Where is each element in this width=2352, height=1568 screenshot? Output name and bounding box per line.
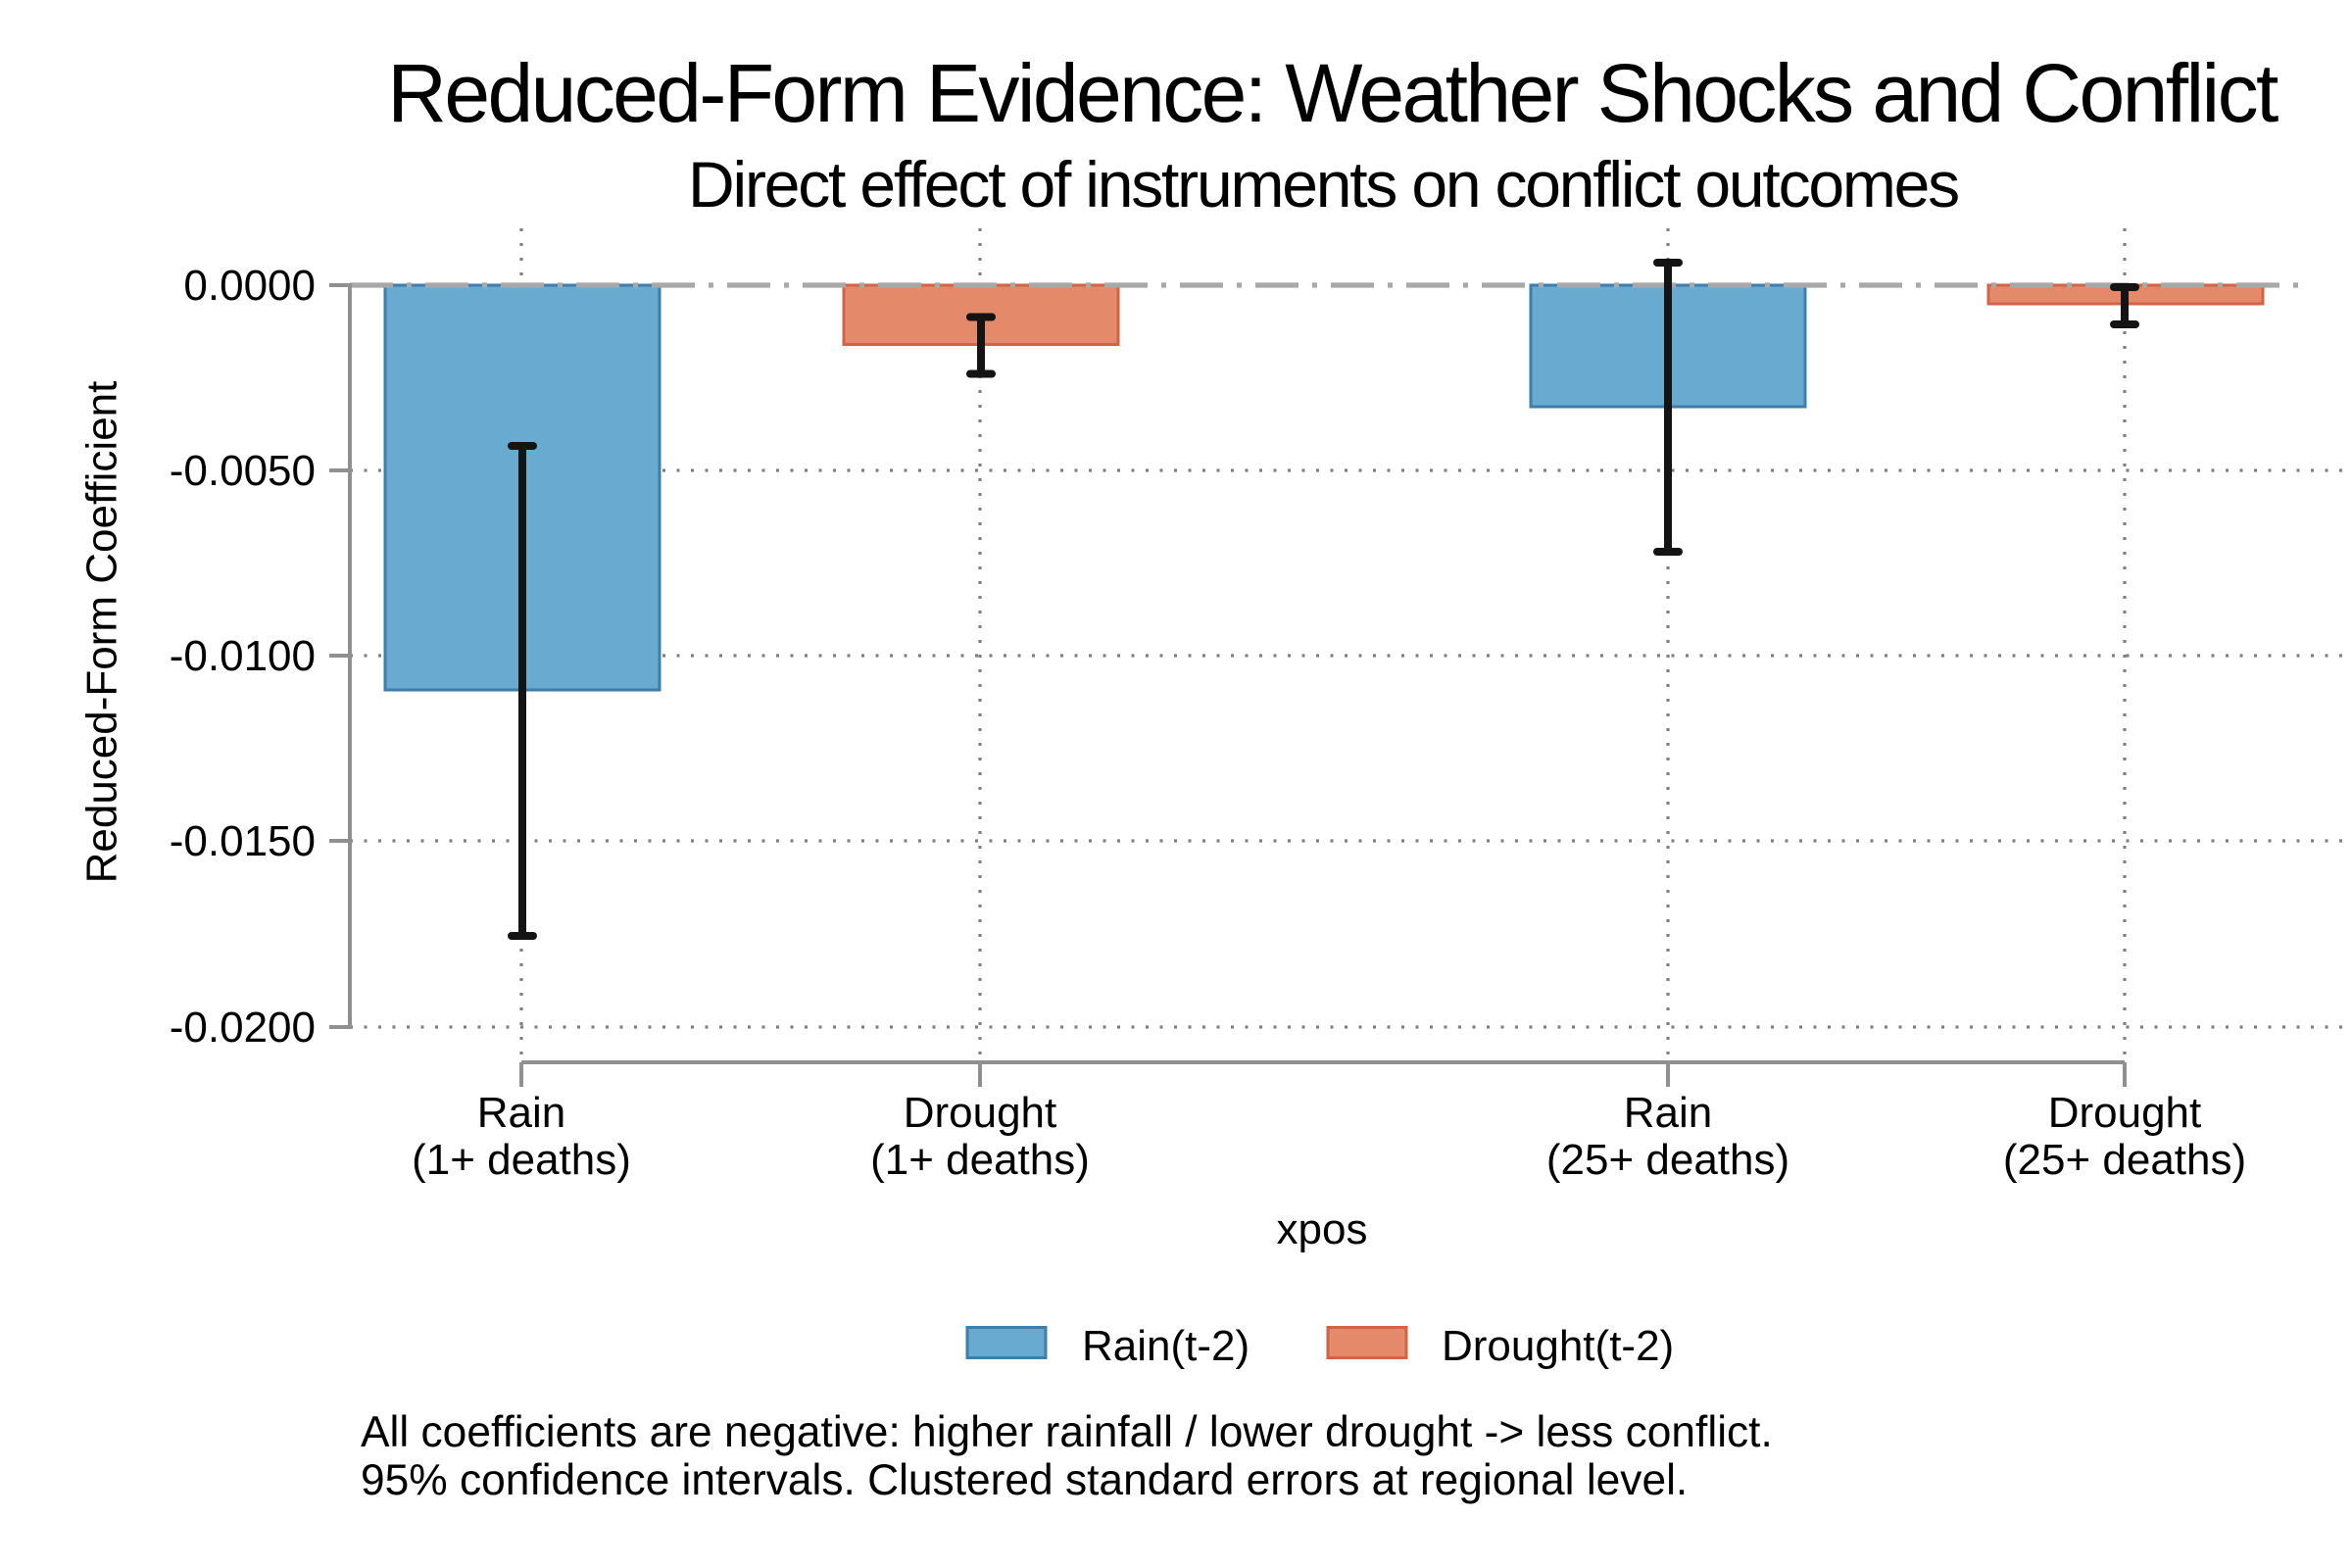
svg-text:(1+ deaths): (1+ deaths) [870, 1136, 1090, 1184]
svg-text:Rain: Rain [477, 1089, 566, 1137]
svg-text:Drought: Drought [2048, 1089, 2202, 1137]
svg-text:Reduced-Form Evidence: Weather: Reduced-Form Evidence: Weather Shocks an… [387, 47, 2278, 139]
svg-text:(25+ deaths): (25+ deaths) [2003, 1136, 2246, 1184]
svg-text:(1+ deaths): (1+ deaths) [412, 1136, 631, 1184]
svg-text:Rain: Rain [1624, 1089, 1713, 1137]
svg-text:-0.0200: -0.0200 [170, 1004, 316, 1052]
svg-text:-0.0100: -0.0100 [170, 632, 316, 680]
svg-text:Reduced-Form Coefficient: Reduced-Form Coefficient [78, 381, 126, 884]
svg-text:Direct effect of instruments o: Direct effect of instruments on conflict… [688, 148, 1958, 220]
svg-text:Rain(t-2): Rain(t-2) [1082, 1322, 1250, 1370]
svg-text:95% confidence intervals. Clus: 95% confidence intervals. Clustered stan… [361, 1456, 1688, 1504]
svg-text:All coefficients are negative:: All coefficients are negative: higher ra… [361, 1408, 1773, 1456]
svg-text:(25+ deaths): (25+ deaths) [1546, 1136, 1789, 1184]
svg-text:0.0000: 0.0000 [183, 262, 316, 310]
svg-text:-0.0150: -0.0150 [170, 817, 316, 865]
svg-text:Drought: Drought [904, 1089, 1057, 1137]
svg-text:Drought(t-2): Drought(t-2) [1442, 1322, 1674, 1370]
svg-text:xpos: xpos [1277, 1205, 1368, 1253]
svg-text:-0.0050: -0.0050 [170, 447, 316, 495]
